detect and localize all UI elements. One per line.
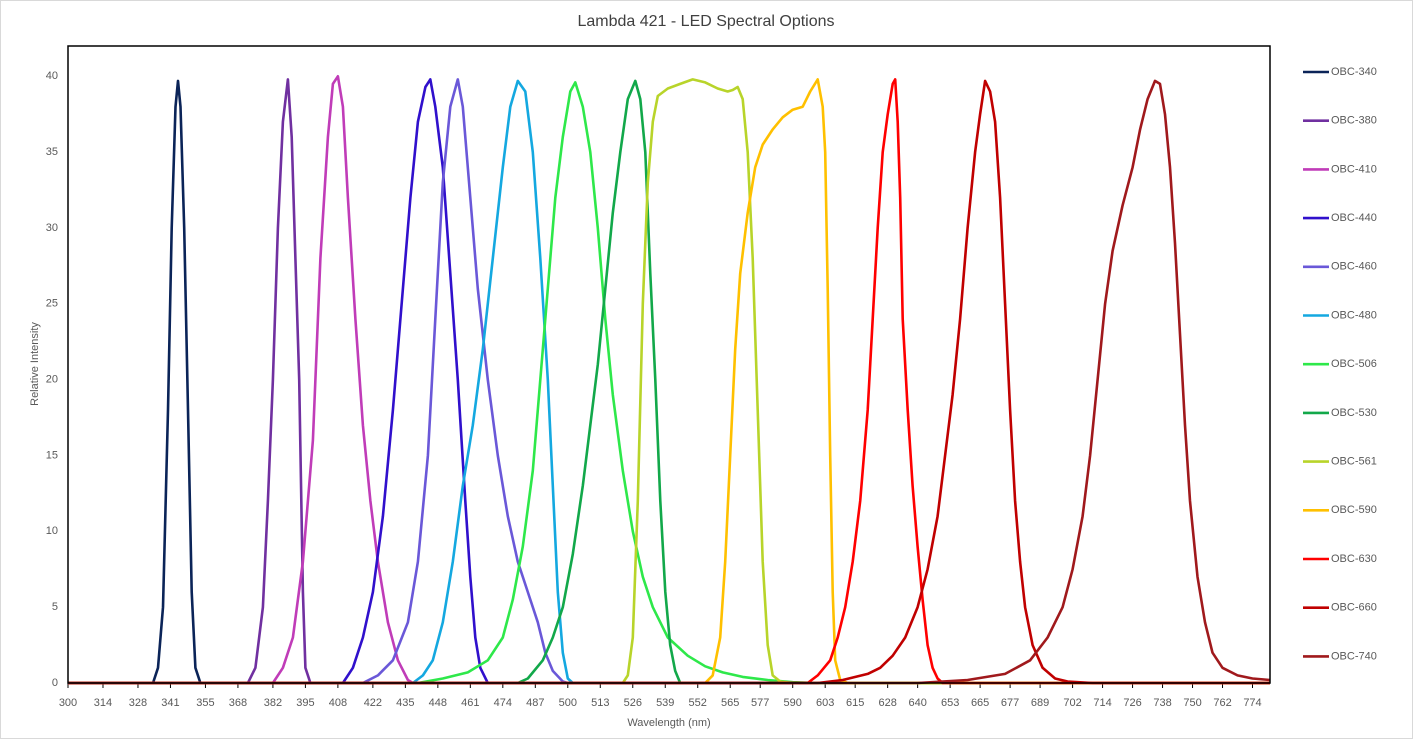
legend-label: OBC-480 [1331,309,1377,321]
x-tick-label: 382 [264,697,282,709]
x-tick-label: 408 [329,697,347,709]
legend-label: OBC-590 [1331,504,1377,516]
x-tick-label: 435 [396,697,414,709]
series-line [68,81,1270,685]
legend-label: OBC-561 [1331,456,1377,468]
x-tick-label: 526 [624,697,642,709]
x-tick-label: 448 [429,697,447,709]
y-tick-label: 15 [46,449,58,461]
x-tick-label: 714 [1093,697,1111,709]
x-tick-label: 314 [94,697,112,709]
x-tick-label: 628 [878,697,896,709]
series-line [68,79,1271,685]
y-tick-label: 40 [46,70,58,82]
x-tick-label: 341 [161,697,179,709]
series-line [68,78,1270,685]
x-tick-label: 422 [364,697,382,709]
x-tick-label: 487 [526,697,544,709]
legend-label: OBC-440 [1331,212,1377,224]
x-tick-label: 552 [689,697,707,709]
x-tick-label: 300 [59,697,77,709]
x-tick-label: 665 [971,697,989,709]
x-tick-label: 539 [656,697,674,709]
x-tick-label: 513 [591,697,609,709]
x-tick-label: 750 [1183,697,1201,709]
x-tick-label: 395 [296,697,314,709]
series-line [68,78,1270,685]
legend-label: OBC-506 [1331,358,1377,370]
y-tick-label: 0 [52,677,58,689]
x-tick-label: 689 [1031,697,1049,709]
series-line [68,79,1270,685]
series-line [68,78,1270,685]
x-tick-label: 726 [1123,697,1141,709]
x-tick-label: 590 [784,697,802,709]
legend-label: OBC-630 [1331,553,1377,565]
x-tick-label: 677 [1001,697,1019,709]
plot-border [67,45,1271,684]
legend-label: OBC-340 [1331,66,1377,78]
x-tick-label: 368 [229,697,247,709]
series-line [68,79,1270,685]
x-tick-label: 653 [941,697,959,709]
series-line [68,79,1270,685]
y-axis-label: Relative Intensity [29,322,41,406]
legend-label: OBC-530 [1331,407,1377,419]
x-tick-label: 474 [494,697,512,709]
x-tick-label: 738 [1153,697,1171,709]
legend-label: OBC-740 [1331,650,1377,662]
legend-label: OBC-410 [1331,163,1377,175]
series-line [68,79,1270,685]
x-tick-label: 565 [721,697,739,709]
x-tick-label: 603 [816,697,834,709]
chart-title: Lambda 421 - LED Spectral Options [577,13,834,30]
x-tick-label: 577 [751,697,769,709]
x-axis-label: Wavelength (nm) [627,717,710,729]
y-tick-label: 20 [46,374,58,386]
series-line [68,78,1270,685]
series-line [68,78,1270,685]
y-tick-label: 5 [52,601,58,613]
legend-label: OBC-380 [1331,115,1377,127]
x-tick-label: 355 [196,697,214,709]
x-tick-label: 328 [129,697,147,709]
y-tick-label: 30 [46,222,58,234]
x-tick-label: 640 [908,697,926,709]
series-line [68,75,1270,685]
x-tick-label: 774 [1243,697,1261,709]
y-tick-label: 35 [46,146,58,158]
x-tick-label: 615 [846,697,864,709]
legend-label: OBC-660 [1331,602,1377,614]
x-tick-label: 702 [1063,697,1081,709]
legend-label: OBC-460 [1331,261,1377,273]
x-tick-label: 762 [1213,697,1231,709]
y-tick-label: 25 [46,298,58,310]
x-tick-label: 461 [461,697,479,709]
x-tick-label: 500 [559,697,577,709]
y-tick-label: 10 [46,525,58,537]
